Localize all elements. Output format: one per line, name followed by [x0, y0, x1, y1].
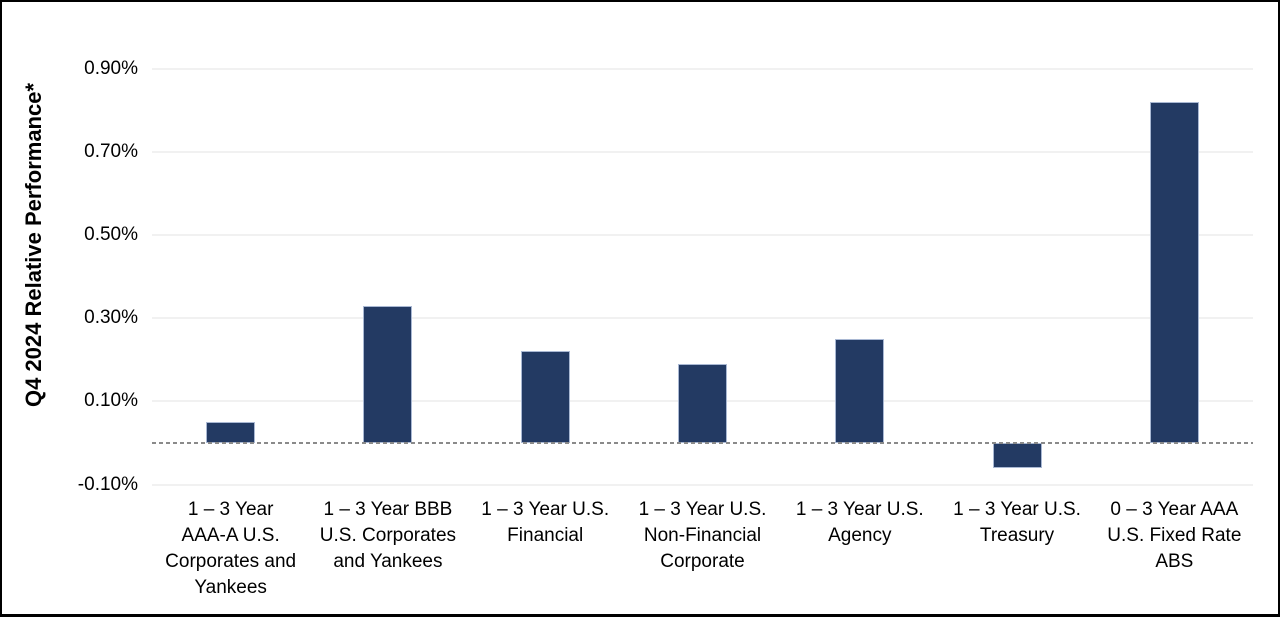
x-tick-label: 1 – 3 Year U.S. Financial: [481, 497, 609, 549]
y-tick-label: 0.50%: [84, 224, 138, 245]
y-tick-label: -0.10%: [77, 473, 138, 495]
x-tick-label-line: Corporate: [660, 551, 745, 572]
x-tick-label-line: 1 – 3 Year U.S.: [795, 499, 924, 520]
x-tick-label-line: Corporates and: [165, 551, 297, 572]
zero-baseline: [152, 442, 1253, 444]
bar: [206, 422, 256, 443]
gridline: [152, 67, 1253, 70]
x-tick-label-line: 1 – 3 Year U.S.: [638, 499, 767, 520]
x-tick-label-line: and Yankees: [333, 551, 443, 572]
gridline: [152, 150, 1253, 153]
x-tick-label-line: U.S. Corporates: [319, 525, 457, 546]
x-tick-label-line: 1 – 3 Year U.S.: [481, 499, 610, 520]
x-tick-label: 1 – 3 Year BBB U.S. Corporates and Yankees: [320, 497, 456, 575]
gridline: [152, 483, 1253, 486]
x-tick-label: 0 – 3 Year AAA U.S. Fixed Rate ABS: [1107, 497, 1241, 575]
bar: [992, 443, 1042, 468]
y-tick-label: 0.30%: [84, 307, 138, 329]
y-tick-label: 0.70%: [84, 140, 138, 162]
x-tick-label-line: ABS: [1155, 551, 1194, 572]
x-tick-label-line: 1 – 3 Year: [187, 499, 274, 520]
bar: [678, 363, 727, 443]
x-tick-label-line: Non-Financial: [643, 525, 762, 546]
x-tick-label-line: 1 – 3 Year U.S.: [953, 499, 1081, 520]
x-tick-label-line: Yankees: [194, 577, 267, 598]
bar: [1149, 101, 1199, 443]
y-tick-label: 0.10%: [84, 390, 138, 412]
gridline: [152, 317, 1253, 320]
x-tick-label-line: Financial: [507, 525, 584, 546]
gridline: [152, 234, 1253, 236]
x-tick-label: 1 – 3 Year U.S. Agency: [796, 497, 924, 549]
x-tick-label-line: AAA-A U.S.: [181, 525, 280, 546]
y-tick-label: 0.90%: [84, 57, 138, 79]
bar: [835, 339, 885, 443]
bar: [363, 305, 413, 443]
x-tick-label-line: 1 – 3 Year BBB: [323, 499, 453, 520]
x-tick-label-line: Agency: [828, 525, 892, 546]
x-tick-label-line: 0 – 3 Year AAA: [1110, 499, 1239, 520]
x-tick-label: 1 – 3 Year U.S. Treasury: [953, 497, 1081, 549]
x-tick-label: 1 – 3 Year U.S. Non-Financial Corporate: [639, 497, 767, 575]
x-tick-label: 1 – 3 Year AAA-A U.S. Corporates and Yankee…: [165, 497, 296, 601]
x-tick-label-line: U.S. Fixed Rate: [1107, 525, 1242, 546]
bar: [520, 351, 570, 443]
x-tick-label-line: Treasury: [979, 525, 1055, 546]
